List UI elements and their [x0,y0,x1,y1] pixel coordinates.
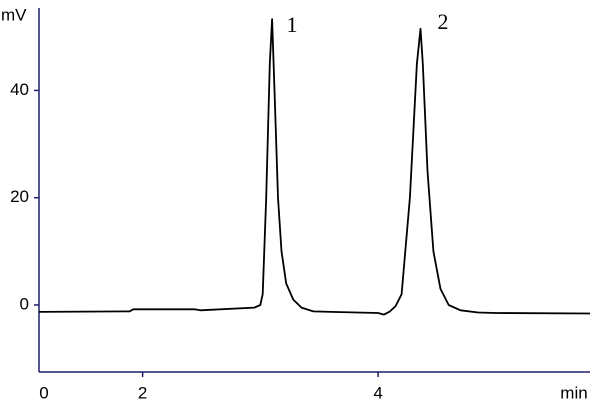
y-tick-label: 40 [10,80,29,99]
y-tick-label: 20 [10,187,29,206]
y-axis-label: mV [1,5,27,24]
x-origin-label: 0 [39,383,48,402]
x-tick-label: 2 [138,383,147,402]
y-tick-label: 0 [20,294,29,313]
x-tick-label: 4 [373,383,382,402]
signal-line [38,18,591,316]
peak-label: 2 [438,9,449,34]
peak-label: 1 [287,12,298,37]
x-axis-label: min [560,383,587,402]
